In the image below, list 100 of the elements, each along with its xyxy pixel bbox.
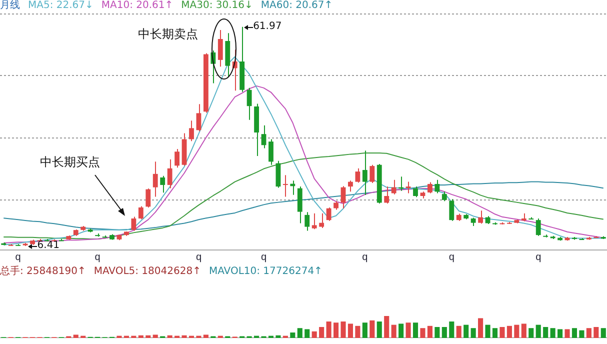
- text: MAVOL10: 17726274↑: [208, 266, 322, 277]
- bar: [543, 327, 548, 338]
- chart-title: 月线: [0, 0, 20, 11]
- bar: [146, 335, 151, 338]
- bar: [203, 334, 208, 338]
- bar: [276, 335, 281, 338]
- candlestick: [370, 164, 375, 184]
- bar: [478, 318, 484, 338]
- candlestick: [189, 120, 194, 142]
- bar: [297, 328, 302, 338]
- chart-title: 总手: 25848190↑: [0, 266, 86, 277]
- candlestick: [282, 174, 288, 198]
- bar: [398, 324, 404, 338]
- x-tick-label: q: [362, 252, 368, 263]
- candlestick: [167, 158, 172, 189]
- x-tick-label: q: [15, 252, 21, 263]
- bar: [376, 322, 382, 338]
- bar: [600, 328, 606, 338]
- bar: [348, 324, 353, 338]
- bar: [579, 330, 584, 338]
- bar: [594, 327, 599, 338]
- candlestick: [312, 212, 317, 230]
- bar: [564, 329, 570, 338]
- annotation: 中长期卖点: [138, 26, 198, 43]
- candlestick: [268, 138, 274, 166]
- bar: [427, 326, 432, 338]
- bar: [420, 328, 426, 338]
- candlestick: [319, 212, 324, 228]
- candlestick: [536, 218, 541, 236]
- bar: [73, 334, 78, 338]
- bar: [514, 324, 520, 338]
- candlestick: [391, 179, 396, 195]
- bar: [449, 322, 454, 338]
- bar: [442, 327, 447, 338]
- bar: [391, 324, 396, 338]
- candlestick: [131, 216, 136, 232]
- bar: [412, 322, 418, 338]
- text: MA5: 22.67↓: [28, 0, 94, 11]
- bar: [528, 328, 534, 338]
- candlestick: [160, 175, 166, 194]
- text: MA60: 20.67↑: [260, 0, 333, 11]
- bar: [167, 335, 172, 338]
- candlestick: [297, 186, 302, 224]
- bar: [521, 324, 526, 338]
- bar: [340, 322, 346, 338]
- bar: [550, 328, 556, 338]
- bar: [500, 327, 505, 338]
- bar: [355, 326, 360, 338]
- bar: [326, 322, 332, 338]
- annotation: 61.97: [253, 20, 282, 33]
- text: MA10: 20.61↑: [101, 0, 174, 11]
- annotation: 6.41: [37, 240, 60, 252]
- candlestick: [355, 168, 360, 184]
- text: MA30: 30.16↓: [181, 0, 253, 11]
- candlestick: [276, 160, 281, 188]
- x-tick-label: q: [448, 252, 454, 263]
- bar: [536, 324, 541, 338]
- text: MAVOL5: 18042628↑: [94, 266, 201, 277]
- bar: [370, 320, 375, 338]
- x-tick-label: q: [196, 252, 202, 263]
- candlestick: [196, 104, 202, 132]
- bar: [362, 322, 368, 338]
- candlestick: [384, 186, 390, 204]
- candlestick: [218, 29, 223, 68]
- candlestick: [138, 206, 144, 220]
- bar: [506, 326, 512, 338]
- bar: [384, 316, 390, 338]
- bar: [456, 326, 462, 338]
- x-tick-label: q: [94, 252, 100, 263]
- candlestick: [449, 198, 454, 222]
- bar: [558, 329, 563, 338]
- bar: [406, 322, 411, 338]
- x-tick-label: q: [536, 252, 542, 263]
- candlestick: [174, 148, 180, 168]
- bar: [138, 335, 144, 338]
- bar: [470, 328, 476, 338]
- candlestick: [246, 87, 252, 120]
- candlestick: [434, 179, 440, 194]
- candlestick: [326, 206, 332, 222]
- candlestick: [146, 188, 151, 208]
- bar: [312, 331, 317, 338]
- candlestick: [478, 210, 483, 224]
- candlestick: [152, 161, 158, 198]
- candlestick: [304, 212, 310, 232]
- bar: [586, 328, 592, 338]
- bar: [290, 332, 296, 338]
- candlestick: [413, 186, 418, 198]
- candlestick: [362, 150, 368, 196]
- candlestick: [442, 191, 447, 202]
- bar: [304, 329, 310, 338]
- candlestick: [348, 180, 353, 192]
- annotation: 中长期买点: [40, 154, 100, 171]
- bar: [182, 335, 187, 338]
- bar: [319, 327, 324, 338]
- candlestick: [428, 182, 432, 194]
- bar: [464, 324, 469, 338]
- x-tick-label: q: [260, 252, 267, 263]
- bar: [152, 334, 158, 338]
- bar: [485, 324, 490, 338]
- bar: [333, 322, 339, 338]
